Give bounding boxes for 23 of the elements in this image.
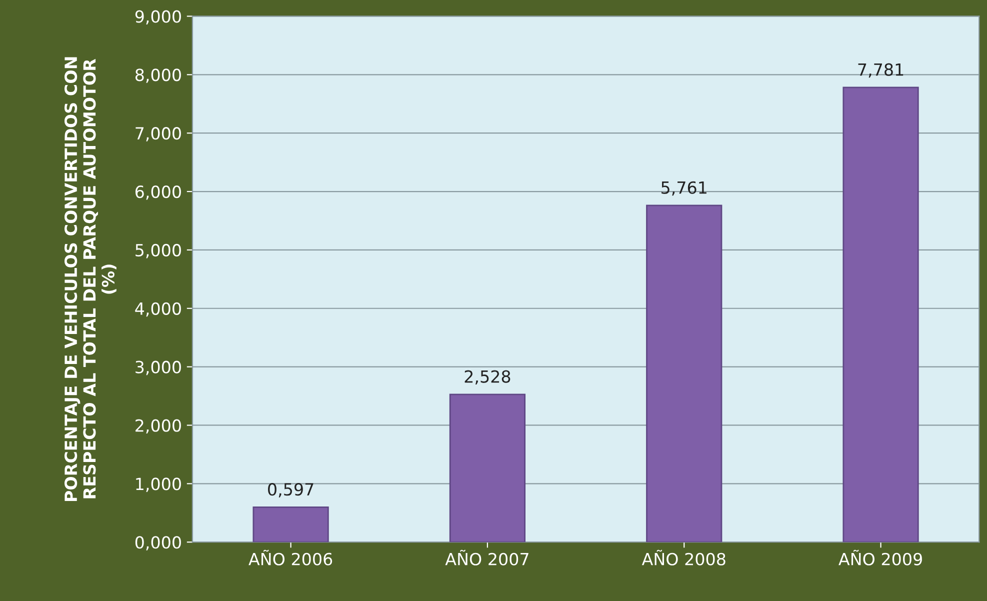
x-tick-label: AÑO 2008 [642,550,726,566]
y-tick-label: 3,000 [136,360,181,376]
y-tick-label: 4,000 [135,302,181,317]
bar [842,86,919,542]
data-label: 2,528 [464,370,510,385]
y-axis-title: PORCENTAJE DE VEHICULOS CONVERTIDOS CON RESPECTO AL TOTAL DEL PARQUE AUTOMOTOR (%) [64,57,116,502]
x-tick-label: AÑO 2009 [838,550,922,566]
bar [252,506,329,542]
x-tick-label: AÑO 2006 [248,550,332,566]
data-label: 0,597 [268,483,314,498]
bar [449,394,526,542]
y-tick-label: 1,000 [136,478,181,492]
data-label: 7,781 [858,63,904,78]
y-tick-label: 0,000 [135,536,181,550]
y-tick-label: 7,000 [136,127,181,142]
x-tick-label: AÑO 2007 [445,550,528,566]
y-tick-label: 6,000 [136,185,181,200]
bar [646,204,722,542]
data-label: 5,761 [662,181,706,196]
y-tick-label: 9,000 [135,10,181,24]
y-tick-label: 8,000 [135,68,181,83]
y-tick-label: 5,000 [136,244,181,258]
y-tick-label: 2,000 [136,419,181,434]
